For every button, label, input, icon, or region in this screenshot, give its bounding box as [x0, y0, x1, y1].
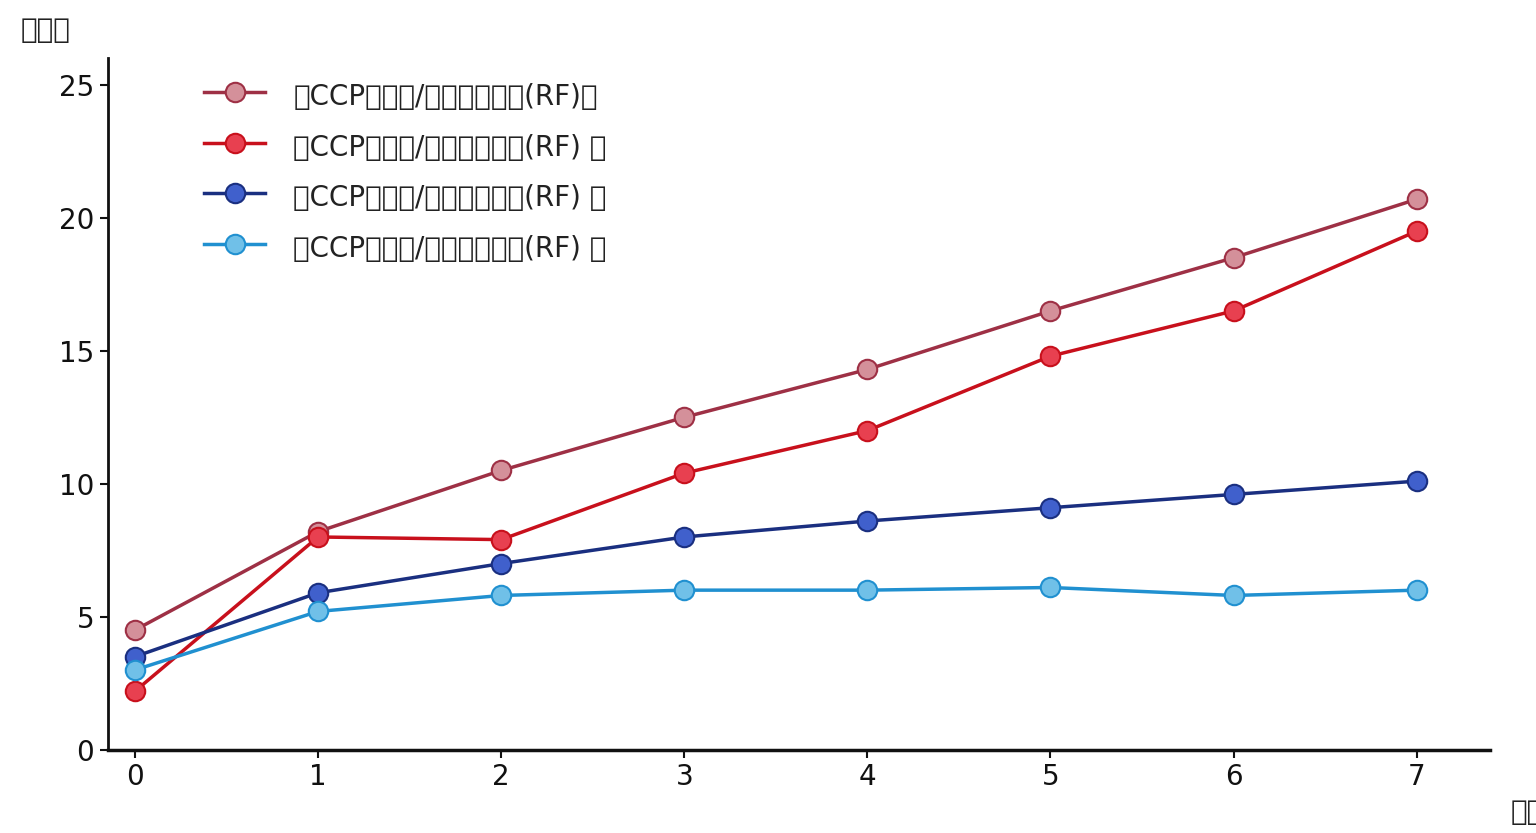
Text: （％）: （％）	[20, 17, 71, 44]
Legend: 抗CCP抗体＋/リウマチ因子(RF)＋, 抗CCP抗体＋/リウマチ因子(RF) －, 抗CCP抗体－/リウマチ因子(RF) ＋, 抗CCP抗体－/リウマチ因子(: 抗CCP抗体＋/リウマチ因子(RF)＋, 抗CCP抗体＋/リウマチ因子(RF) …	[204, 79, 607, 265]
Text: （年）: （年）	[1510, 798, 1536, 826]
